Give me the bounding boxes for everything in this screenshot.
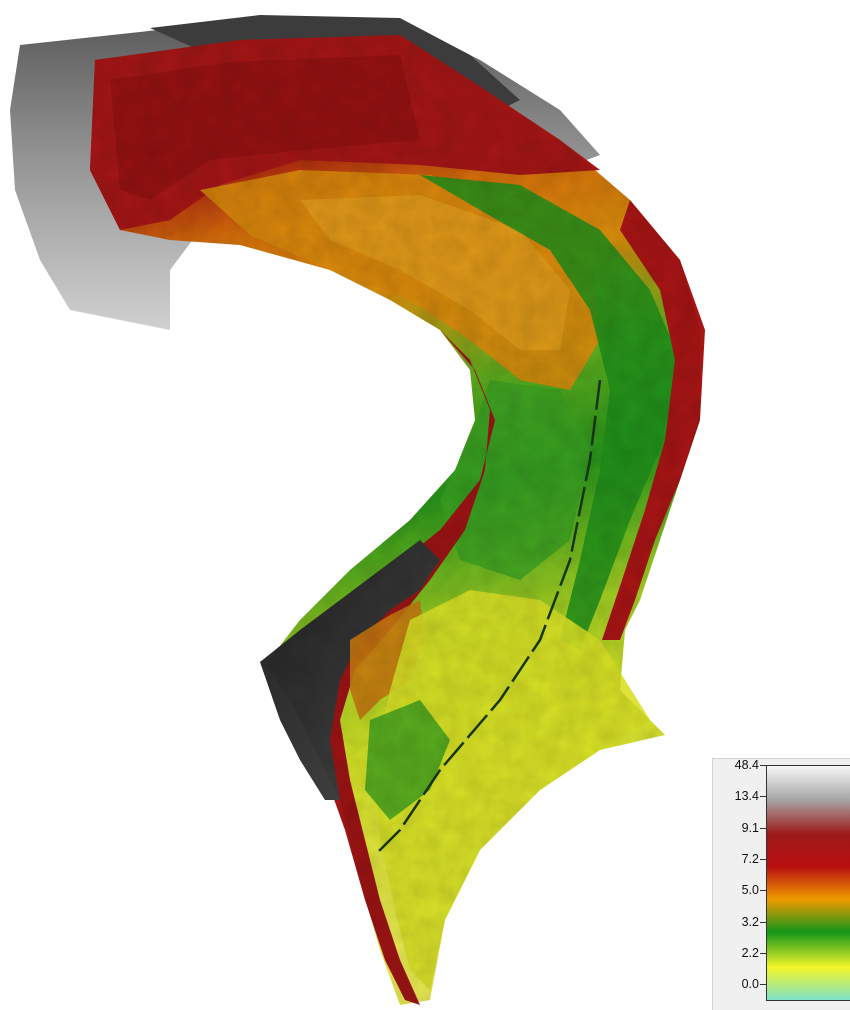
west-red-bank xyxy=(300,330,495,1005)
legend-tick-label: 48.4 xyxy=(713,759,766,771)
legend-tick-label: 3.2 xyxy=(713,915,766,928)
legend-color-ramp xyxy=(766,765,850,1001)
legend-tick-label: 7.2 xyxy=(713,853,766,865)
terrain-texture xyxy=(90,35,700,1005)
legend-tick-label: 13.4 xyxy=(713,790,766,803)
legend-tick-label: 9.1 xyxy=(713,821,766,834)
elevation-legend: 48.4 13.4 9.1 7.2 5.0 3.2 2.2 0.0 xyxy=(712,758,850,1010)
legend-tick-label: 5.0 xyxy=(713,884,766,896)
legend-tick-label: 0.0 xyxy=(713,978,766,990)
legend-tick-label: 2.2 xyxy=(713,947,766,959)
